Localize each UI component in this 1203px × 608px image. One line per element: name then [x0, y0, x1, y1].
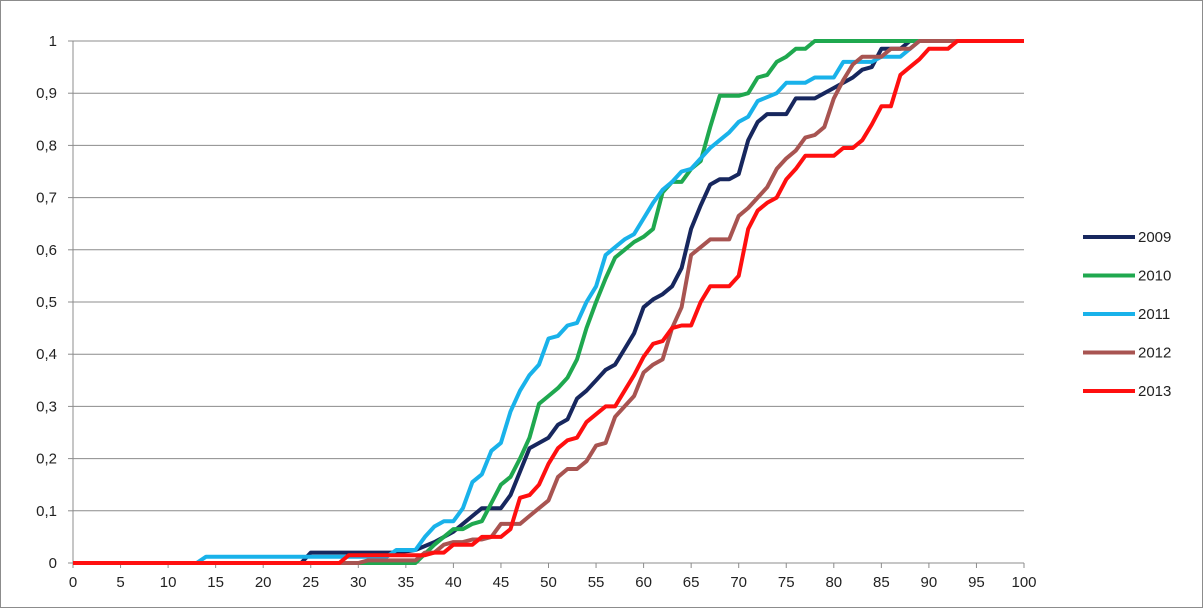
y-tick-label: 1	[49, 33, 57, 50]
series-line-2011	[73, 39, 1024, 565]
x-tick-label: 85	[873, 574, 890, 591]
legend-label: 2012	[1138, 345, 1171, 362]
x-tick-label: 45	[493, 574, 510, 591]
legend-item-2010: 2010	[1083, 268, 1171, 285]
x-tick-label: 0	[69, 574, 77, 591]
y-tick-label: 0,3	[36, 398, 57, 415]
legend-label: 2010	[1138, 268, 1171, 285]
x-tick-label: 50	[540, 574, 557, 591]
y-tick-label: 0,8	[36, 137, 57, 154]
x-tick-label: 15	[207, 574, 224, 591]
series-line-2009	[73, 39, 1024, 565]
y-tick-label: 0,1	[36, 503, 57, 520]
y-tick-label: 0,4	[36, 346, 57, 363]
axes	[68, 40, 1025, 568]
y-axis-tick-labels: 0 0,1 0,2 0,3 0,4 0,5 0,6 0,7 0,8 0,9 1	[36, 33, 57, 572]
series-line-2012	[73, 39, 1024, 565]
legend: 2009 2010 2011 2012 2013	[1083, 229, 1171, 400]
legend-label: 2009	[1138, 229, 1171, 246]
x-tick-label: 70	[730, 574, 747, 591]
x-tick-label: 10	[160, 574, 177, 591]
series-line-2010	[73, 39, 1024, 565]
x-tick-label: 90	[921, 574, 938, 591]
x-tick-label: 75	[778, 574, 795, 591]
legend-label: 2011	[1138, 306, 1170, 323]
x-tick-label: 100	[1011, 574, 1036, 591]
x-tick-label: 30	[350, 574, 367, 591]
y-tick-label: 0	[49, 555, 57, 572]
series-line-2013	[73, 39, 1024, 565]
x-tick-label: 5	[116, 574, 124, 591]
legend-item-2009: 2009	[1083, 229, 1171, 246]
x-tick-label: 25	[302, 574, 319, 591]
y-tick-label: 0,2	[36, 451, 57, 468]
gridlines	[73, 40, 1024, 512]
x-tick-label: 60	[635, 574, 652, 591]
series-lines	[73, 39, 1024, 565]
x-tick-label: 65	[683, 574, 700, 591]
x-tick-label: 20	[255, 574, 272, 591]
y-tick-label: 0,6	[36, 242, 57, 259]
legend-item-2011: 2011	[1083, 306, 1170, 323]
legend-item-2013: 2013	[1083, 383, 1171, 400]
y-tick-label: 0,7	[36, 190, 57, 207]
y-tick-label: 0,9	[36, 85, 57, 102]
x-tick-label: 55	[588, 574, 605, 591]
legend-label: 2013	[1138, 383, 1171, 400]
x-tick-label: 35	[398, 574, 415, 591]
x-tick-label: 95	[968, 574, 985, 591]
x-tick-label: 40	[445, 574, 462, 591]
y-tick-label: 0,5	[36, 294, 57, 311]
legend-item-2012: 2012	[1083, 345, 1171, 362]
x-tick-label: 80	[825, 574, 842, 591]
x-axis-tick-labels: 0 5 10 15 20 25 30 35 40 45 50 55 60 65 70 75 80 85 90 95 10…	[69, 574, 1037, 591]
